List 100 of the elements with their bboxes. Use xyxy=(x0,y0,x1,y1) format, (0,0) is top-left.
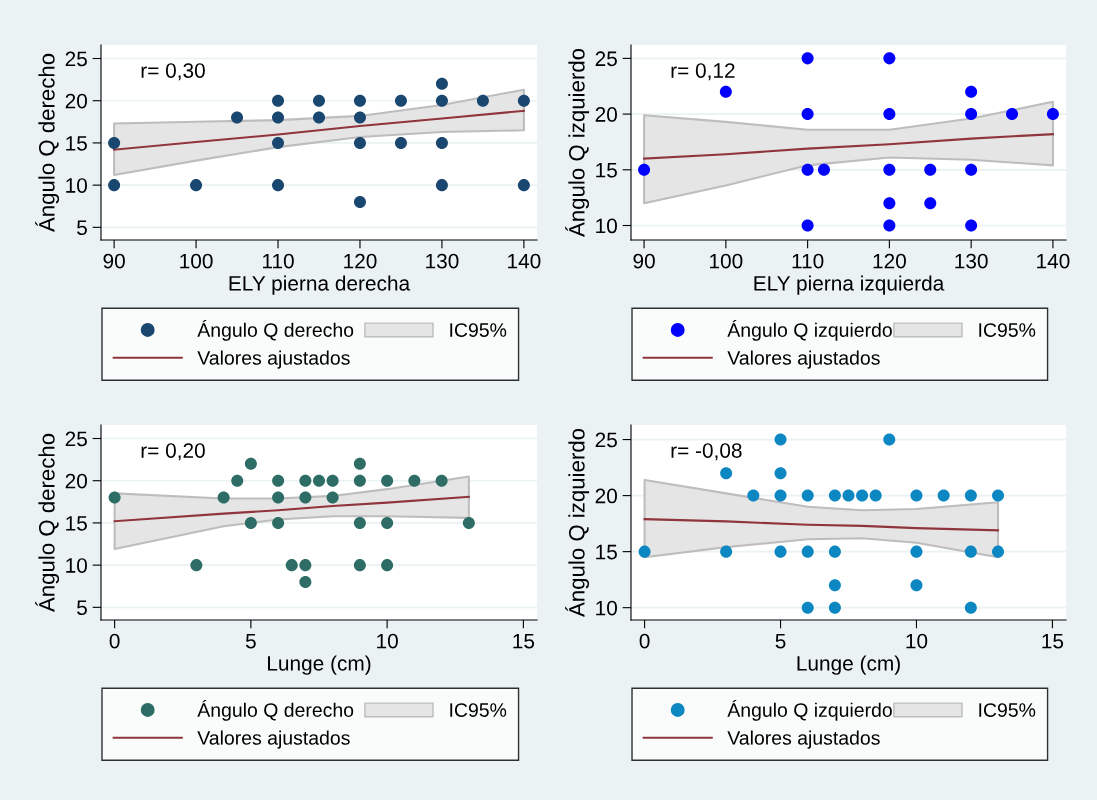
y-tick-label: 15 xyxy=(596,163,617,178)
point xyxy=(1006,108,1019,121)
point xyxy=(964,601,977,614)
x-axis-title: Lunge (cm) xyxy=(797,655,900,675)
point xyxy=(856,489,869,502)
point xyxy=(381,474,394,487)
point xyxy=(719,85,732,98)
point xyxy=(965,219,978,232)
x-tick-label: 10 xyxy=(906,633,928,649)
x-tick-label: 90 xyxy=(633,253,655,269)
point xyxy=(435,136,448,149)
point xyxy=(381,516,394,529)
legend-label: IC95% xyxy=(979,703,1036,717)
x-tick-label: 90 xyxy=(103,253,125,269)
legend-label: IC95% xyxy=(450,323,507,337)
point xyxy=(353,136,366,149)
point xyxy=(801,601,814,614)
point xyxy=(272,516,285,529)
point xyxy=(353,516,366,529)
x-tick-label: 110 xyxy=(792,253,824,269)
legend-label: Valores ajustados xyxy=(727,350,880,369)
x-tick-label: 15 xyxy=(1042,633,1064,649)
point xyxy=(326,491,339,504)
x-tick-label: 130 xyxy=(955,253,988,269)
point xyxy=(244,457,257,470)
point xyxy=(272,491,285,504)
y-tick-label: 15 xyxy=(66,136,87,151)
point xyxy=(910,489,923,502)
point xyxy=(517,179,530,192)
point xyxy=(801,163,814,176)
point xyxy=(231,474,244,487)
point xyxy=(638,545,651,558)
point xyxy=(108,179,121,192)
y-tick-label: 15 xyxy=(596,544,617,560)
legend-label: Valores ajustados xyxy=(197,350,350,369)
x-tick-label: 15 xyxy=(513,633,535,649)
point xyxy=(326,474,339,487)
y-tick-label: 10 xyxy=(596,600,617,616)
legend-label: Ángulo Q derecho xyxy=(197,319,354,341)
point xyxy=(774,467,787,480)
point xyxy=(312,111,326,124)
point xyxy=(883,197,896,210)
point xyxy=(272,474,285,487)
point xyxy=(299,491,312,504)
y-tick-label: 20 xyxy=(65,473,87,489)
y-tick-label: 10 xyxy=(66,178,87,193)
x-tick-label: 140 xyxy=(508,253,541,269)
point xyxy=(883,163,896,176)
point xyxy=(992,489,1005,502)
point xyxy=(353,196,366,209)
point xyxy=(299,474,312,487)
x-tick-label: 0 xyxy=(639,633,650,649)
y-axis-title: Ángulo Q izquierdo xyxy=(565,48,590,237)
point xyxy=(353,474,366,487)
point xyxy=(353,94,366,107)
point xyxy=(801,52,814,65)
point xyxy=(190,179,203,192)
point xyxy=(272,179,285,192)
y-tick-label: 20 xyxy=(595,488,617,504)
point xyxy=(353,111,366,124)
x-tick-label: 10 xyxy=(377,633,398,649)
x-axis-title: Lunge (cm) xyxy=(268,655,371,675)
point xyxy=(937,489,950,502)
point xyxy=(299,576,312,589)
point xyxy=(462,516,475,529)
legend-label: Valores ajustados xyxy=(727,730,880,749)
point xyxy=(801,489,814,502)
point xyxy=(299,559,312,572)
x-axis-title: ELY pierna derecha xyxy=(229,275,411,295)
point xyxy=(964,489,977,502)
point xyxy=(924,163,937,176)
point xyxy=(394,94,407,107)
point xyxy=(272,111,285,124)
point xyxy=(1046,108,1059,121)
point xyxy=(964,545,977,558)
point xyxy=(747,489,760,502)
point xyxy=(108,136,121,149)
point xyxy=(190,559,203,572)
point xyxy=(285,559,298,572)
annotation: r= 0,12 xyxy=(671,63,735,81)
y-tick-label: 25 xyxy=(595,432,617,448)
point xyxy=(883,108,896,121)
legend-label: Ángulo Q izquierdo xyxy=(727,319,892,341)
point xyxy=(965,108,978,121)
point xyxy=(801,545,814,558)
point xyxy=(883,52,896,65)
x-tick-label: 5 xyxy=(775,633,786,649)
point xyxy=(910,545,923,558)
point xyxy=(353,457,366,470)
x-tick-label: 0 xyxy=(109,633,120,649)
y-tick-label: 10 xyxy=(66,558,87,573)
point xyxy=(774,433,787,446)
annotation: r= 0,20 xyxy=(141,443,205,461)
point xyxy=(828,545,841,558)
point xyxy=(883,219,896,232)
point xyxy=(910,579,923,592)
line-series xyxy=(643,518,1000,532)
point xyxy=(842,489,855,502)
point xyxy=(817,163,830,176)
x-tick-label: 130 xyxy=(426,253,459,269)
